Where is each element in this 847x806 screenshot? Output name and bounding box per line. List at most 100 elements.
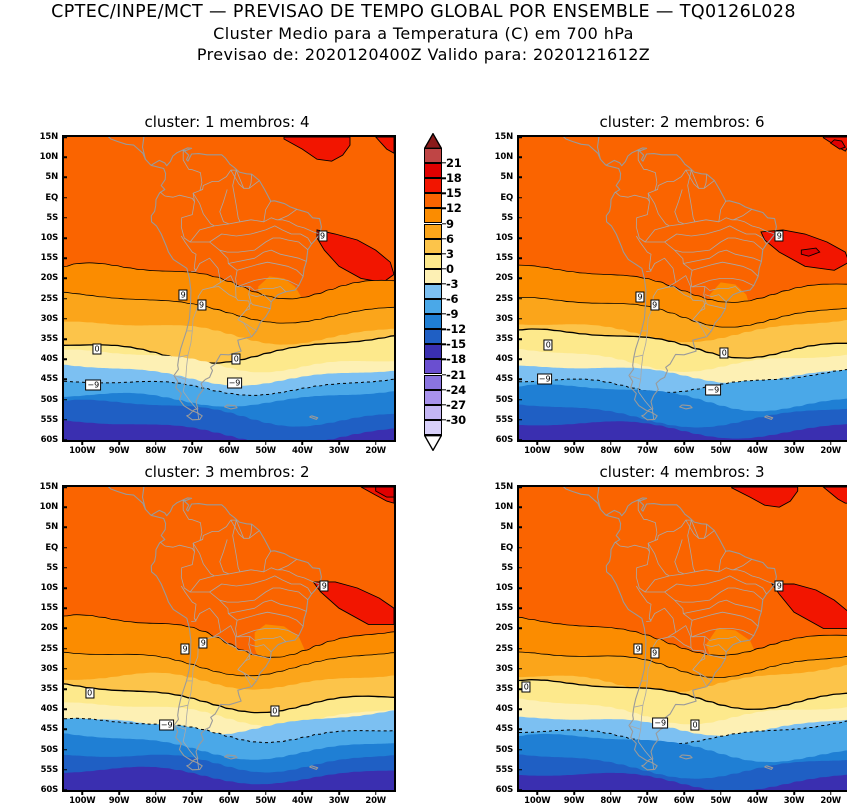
x-axis-tick-mark: [154, 440, 157, 445]
colorbar-tick: [442, 373, 446, 376]
colorbar-tick: [442, 403, 446, 406]
colorbar-segment: [424, 329, 442, 345]
y-axis-tick-label: 15N: [494, 482, 514, 492]
contour-label: 9: [633, 643, 643, 655]
x-axis-tick-mark: [374, 440, 377, 445]
x-axis-tick-mark: [191, 790, 194, 795]
y-axis-tick-label: 5S: [501, 562, 513, 573]
colorbar: 21 18 15 12 9 6 3 0 -3 -6 -9 -12 -15 -18 -21 -24 -27 -30: [423, 132, 466, 452]
colorbar-tick: [442, 358, 446, 361]
y-axis-tick-label: 5S: [46, 212, 58, 223]
map-plot-cluster-2[interactable]: 9 9 9 0 0 −9 −9: [517, 135, 847, 442]
y-axis-tick-mark: [517, 688, 522, 690]
colorbar-label: -3: [446, 276, 459, 291]
y-axis-tick-mark: [517, 176, 522, 179]
colorbar-segment: [424, 193, 442, 209]
header-line-model: CPTEC/INPE/MCT — PREVISAO DE TEMPO GLOBA…: [51, 2, 796, 22]
x-axis-tick-label: 100W: [69, 446, 96, 456]
y-axis-tick-label: 35S: [40, 334, 59, 344]
colorbar-bottom-arrow: [423, 434, 443, 452]
colorbar-tick: [442, 283, 446, 285]
y-axis-tick-mark: [517, 297, 522, 300]
colorbar-tick: [442, 328, 446, 330]
y-axis-tick-mark: [62, 567, 67, 569]
x-axis-tick-mark: [793, 440, 795, 445]
y-axis-tick-mark: [62, 668, 67, 670]
colorbar-tick: [442, 207, 446, 210]
y-axis-tick-mark: [62, 607, 67, 609]
x-axis-tick-mark: [756, 790, 759, 795]
contour-label: 0: [521, 681, 531, 693]
x-axis-tick-label: 100W: [524, 796, 551, 806]
contour-label: 0: [85, 687, 95, 699]
x-axis-tick-mark: [719, 440, 722, 445]
x-axis-tick-label: 80W: [600, 446, 621, 456]
colorbar-segment: [424, 253, 442, 269]
x-axis-tick-mark: [829, 790, 832, 795]
x-axis-tick-label: 100W: [524, 446, 551, 456]
map-plot-cluster-3[interactable]: 9 9 9 0 0 −9: [62, 485, 396, 792]
y-axis-tick-label: 35S: [495, 334, 514, 344]
colorbar-tick: [442, 268, 446, 270]
x-axis-tick-mark: [301, 790, 304, 795]
y-axis-tick-mark: [517, 708, 522, 710]
y-axis-tick-mark: [62, 419, 67, 421]
y-axis-tick-label: 10S: [495, 233, 514, 243]
contour-label: 0: [719, 347, 729, 359]
colorbar-label: 0: [446, 261, 454, 276]
contour-label: −9: [85, 379, 102, 391]
colorbar-label: 6: [446, 231, 454, 246]
colorbar-segment: [424, 359, 442, 375]
x-axis-tick-mark: [573, 440, 575, 445]
y-axis-tick-mark: [62, 217, 67, 219]
colorbar-tick: [442, 419, 446, 421]
colorbar-tick: [442, 252, 446, 255]
contour-label: 0: [543, 339, 553, 351]
y-axis-tick-mark: [62, 176, 67, 179]
y-axis-tick-label: 50S: [40, 394, 59, 405]
y-axis-tick-label: 25S: [40, 293, 59, 304]
y-axis-tick-label: EQ: [45, 192, 58, 203]
colorbar-label: -18: [446, 352, 466, 367]
colorbar-tick: [442, 237, 446, 240]
y-axis-tick-label: EQ: [500, 192, 513, 203]
y-axis-tick-mark: [517, 486, 522, 488]
y-axis-tick-mark: [62, 338, 67, 340]
x-axis-tick-label: 80W: [145, 796, 166, 806]
colorbar-segment: [424, 299, 442, 315]
y-axis-tick-mark: [62, 378, 67, 381]
x-axis-tick-mark: [536, 440, 539, 445]
y-axis-tick-mark: [62, 196, 67, 199]
y-axis-tick-mark: [517, 439, 522, 441]
colorbar-segment: [424, 148, 442, 164]
colorbar-segment: [424, 268, 442, 284]
y-axis-tick-label: 45S: [495, 724, 514, 735]
x-axis-tick-label: 20W: [365, 446, 386, 456]
y-axis-tick-label: 60S: [40, 785, 59, 795]
contour-label: 0: [231, 353, 241, 365]
x-axis-tick-label: 20W: [365, 796, 386, 806]
y-axis-tick-label: 55S: [495, 414, 514, 425]
y-axis-tick-mark: [62, 728, 67, 731]
y-axis-tick-mark: [517, 728, 522, 731]
x-axis-tick-label: 100W: [69, 796, 96, 806]
y-axis-tick-mark: [62, 237, 67, 239]
contour-label: −9: [652, 717, 669, 729]
contour-label: 9: [178, 289, 188, 301]
colorbar-label: -27: [446, 397, 466, 412]
colorbar-segment: [424, 223, 442, 239]
y-axis-tick-label: 60S: [495, 785, 514, 795]
colorbar-label: -24: [446, 382, 466, 397]
y-axis-tick-label: 10N: [494, 502, 514, 513]
y-axis-tick-mark: [517, 587, 522, 589]
y-axis-tick-mark: [62, 789, 67, 791]
contour-label: 9: [180, 643, 190, 655]
y-axis-tick-mark: [62, 708, 67, 710]
map-plot-cluster-4[interactable]: 9 9 9 0 0 −9: [517, 485, 847, 792]
y-axis-tick-label: 15S: [495, 603, 514, 614]
x-axis-tick-mark: [191, 440, 194, 445]
map-plot-cluster-1[interactable]: 9 9 9 0 0 −9 −9: [62, 135, 396, 442]
y-axis-tick-label: 45S: [40, 724, 59, 735]
x-axis-tick-mark: [81, 440, 84, 445]
y-axis-tick-label: 20S: [40, 623, 59, 634]
